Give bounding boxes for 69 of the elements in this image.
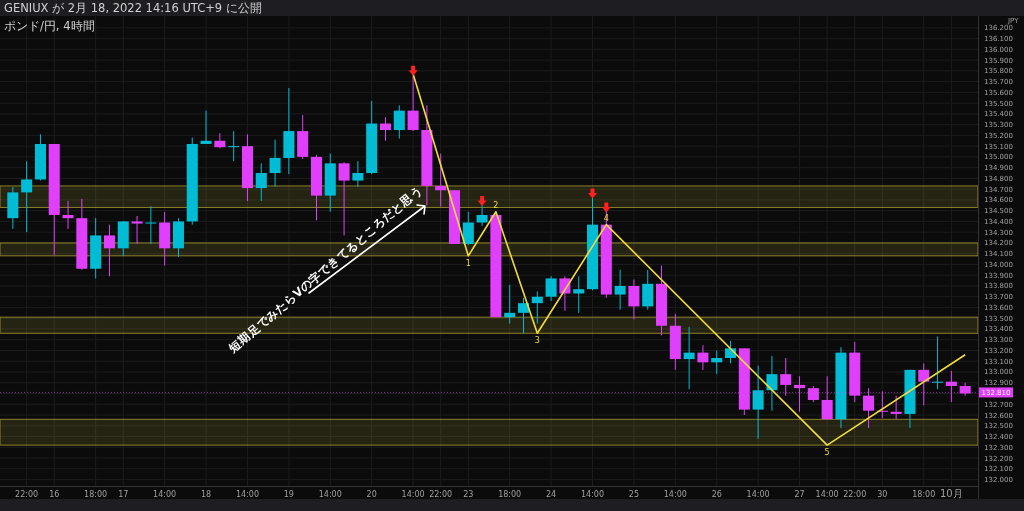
candlestick: [545, 275, 557, 302]
candlestick: [890, 395, 902, 420]
x-tick-label: 22:00: [15, 489, 39, 499]
annotation: 5: [824, 448, 830, 458]
point: [408, 65, 418, 76]
candlestick: [711, 349, 723, 375]
candlestick: [131, 215, 143, 245]
candlestick: [435, 153, 447, 207]
candlestick: [228, 130, 240, 162]
x-tick-label: 18:00: [498, 489, 522, 499]
chart-subtitle: ポンド/円, 4時間: [4, 19, 95, 33]
x-tick-label: 30: [877, 489, 888, 499]
candlestick: [531, 290, 543, 325]
candlestick: [683, 326, 695, 390]
candlestick: [269, 139, 281, 188]
x-tick-label: 25: [628, 489, 640, 499]
candlestick: [255, 162, 267, 202]
x-tick-label: 20: [366, 489, 377, 499]
x-tick-label: 19: [283, 489, 294, 499]
candlestick: [628, 279, 640, 320]
candlestick: [393, 104, 405, 140]
candlestick: [62, 200, 74, 230]
candlestick: [214, 132, 226, 149]
annotation: 4: [603, 213, 609, 223]
x-tick-label: 26: [711, 489, 722, 499]
annotation: 1: [465, 258, 471, 268]
chart-title: GENIUX が 2月 18, 2022 14:16 UTC+9 に公開: [4, 1, 262, 15]
x-tick-label: 14:00: [318, 489, 342, 499]
candlestick: [752, 365, 764, 440]
candlestick: [573, 275, 585, 314]
x-tick-label: 14:00: [401, 489, 425, 499]
candlestick: [103, 224, 115, 277]
x-tick-label: 14:00: [153, 489, 177, 499]
candlestick: [407, 75, 419, 132]
point: [601, 202, 611, 213]
candlestick: [642, 269, 654, 311]
candlestick: [352, 160, 364, 188]
candlestick: [932, 336, 944, 390]
x-tick-label: 14:00: [235, 489, 259, 499]
x-tick-label: 17: [118, 489, 129, 499]
point: [477, 195, 487, 206]
annotation: 短期足でみたらVの字できてるところだと思う: [225, 182, 425, 356]
candlestick: [697, 344, 709, 371]
x-tick-label: 14:00: [815, 489, 839, 499]
x-tick-label: 22:00: [429, 489, 453, 499]
candlestick: [504, 284, 516, 325]
candlestick: [338, 161, 350, 236]
x-tick-label: 27: [794, 489, 805, 499]
x-tick-label: 18: [200, 489, 212, 499]
x-tick-label: 23: [463, 489, 474, 499]
x-tick-label: 14:00: [746, 489, 770, 499]
x-tick-label: 16: [49, 489, 60, 499]
annotation: 2: [493, 200, 499, 210]
candlestick: [614, 269, 626, 311]
x-tick-label: 24: [546, 489, 557, 499]
candlestick: [21, 160, 33, 233]
x-tick-label: 18:00: [84, 489, 108, 499]
candlestick: [200, 110, 212, 145]
x-tick-label: 22:00: [843, 489, 867, 499]
candlestick: [462, 211, 474, 246]
candlestick: [517, 297, 530, 334]
x-tick-label: 18:00: [912, 489, 936, 499]
x-tick-label: 14:00: [580, 489, 605, 499]
annotation: 3: [534, 336, 540, 346]
x-tick-label: 10月: [940, 487, 963, 499]
x-tick-label: 14:00: [663, 489, 687, 499]
point: [588, 188, 598, 199]
candlestick: [145, 205, 157, 245]
candlestick: [379, 116, 392, 142]
